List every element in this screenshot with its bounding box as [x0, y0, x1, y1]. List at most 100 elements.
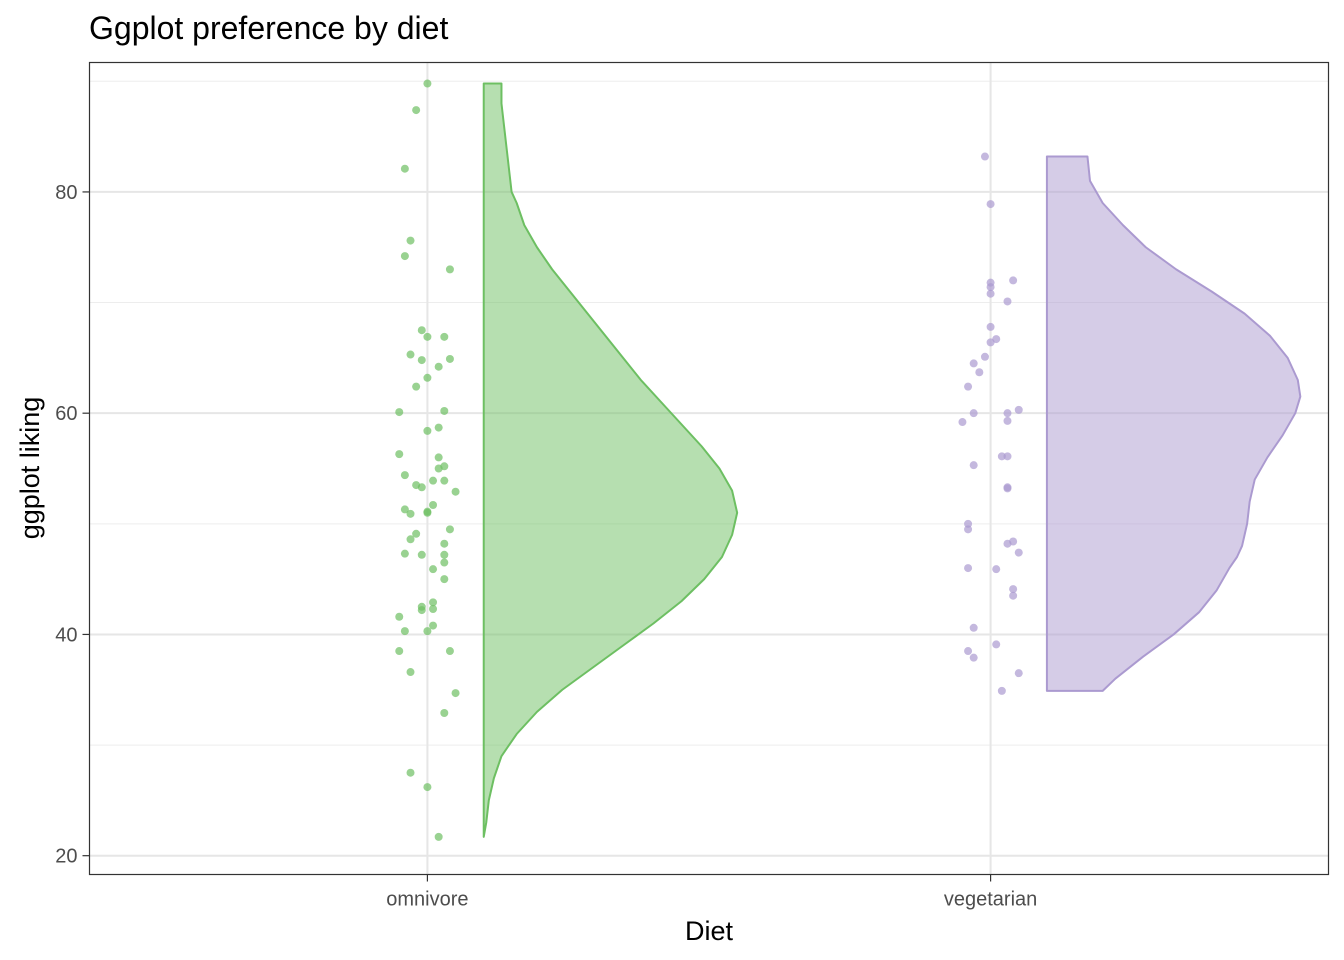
data-point-vegetarian [980, 352, 989, 361]
data-point-omnivore [395, 450, 404, 459]
data-point-omnivore [417, 356, 426, 365]
data-point-vegetarian [1003, 539, 1012, 548]
data-point-omnivore [434, 423, 443, 432]
data-point-omnivore [395, 647, 404, 656]
data-point-omnivore [400, 252, 409, 261]
data-point-vegetarian [997, 686, 1006, 695]
data-point-vegetarian [969, 359, 978, 368]
data-point-omnivore [412, 382, 421, 391]
data-point-vegetarian [964, 564, 973, 573]
data-point-omnivore [423, 426, 432, 435]
x-tick-label: vegetarian [944, 889, 1037, 911]
data-point-omnivore [417, 550, 426, 559]
data-point-omnivore [429, 604, 438, 613]
data-point-omnivore [417, 326, 426, 335]
data-point-omnivore [451, 487, 460, 496]
data-point-vegetarian [1014, 405, 1023, 414]
data-point-omnivore [445, 354, 454, 363]
x-axis: omnivore vegetarian [386, 874, 1037, 911]
data-point-omnivore [440, 558, 449, 567]
data-point-omnivore [445, 647, 454, 656]
data-point-omnivore [406, 350, 415, 359]
data-point-omnivore [412, 529, 421, 538]
data-point-vegetarian [975, 368, 984, 377]
data-point-omnivore [395, 612, 404, 621]
y-tick-label: 80 [55, 182, 77, 204]
data-point-omnivore [445, 265, 454, 274]
y-axis-title: ggplot liking [15, 397, 45, 540]
data-point-vegetarian [1003, 484, 1012, 493]
data-point-omnivore [400, 549, 409, 558]
data-point-vegetarian [1003, 297, 1012, 306]
data-point-vegetarian [986, 200, 995, 209]
data-point-vegetarian [969, 653, 978, 662]
grid-lines [89, 62, 1329, 875]
data-point-omnivore [406, 768, 415, 777]
data-point-omnivore [417, 483, 426, 492]
data-point-vegetarian [986, 289, 995, 298]
data-point-vegetarian [1009, 276, 1018, 285]
data-point-vegetarian [964, 519, 973, 528]
data-point-omnivore [440, 539, 449, 548]
data-point-omnivore [440, 575, 449, 584]
data-point-omnivore [423, 332, 432, 341]
data-point-omnivore [429, 565, 438, 574]
data-point-vegetarian [1014, 548, 1023, 557]
data-point-omnivore [406, 668, 415, 677]
data-point-vegetarian [1009, 585, 1018, 594]
data-point-omnivore [434, 464, 443, 473]
data-point-vegetarian [1003, 416, 1012, 425]
density-cloud-omnivore [482, 82, 739, 838]
data-point-vegetarian [986, 283, 995, 292]
chart-title: Ggplot preference by diet [89, 10, 448, 46]
data-point-omnivore [429, 598, 438, 607]
data-point-omnivore [445, 525, 454, 534]
data-point-omnivore [417, 606, 426, 615]
data-point-omnivore [423, 783, 432, 792]
data-point-vegetarian [964, 382, 973, 391]
data-point-omnivore [423, 79, 432, 88]
data-point-vegetarian [969, 623, 978, 632]
data-point-vegetarian [997, 452, 1006, 461]
data-point-vegetarian [986, 338, 995, 347]
data-point-omnivore [400, 505, 409, 514]
data-point-omnivore [400, 627, 409, 636]
data-point-vegetarian [969, 461, 978, 470]
y-tick-label: 40 [55, 624, 77, 646]
data-point-omnivore [412, 106, 421, 115]
y-axis: 20 40 60 80 [55, 182, 90, 868]
data-point-omnivore [429, 621, 438, 630]
data-point-vegetarian [964, 525, 973, 534]
data-point-vegetarian [958, 418, 967, 427]
data-point-vegetarian [964, 647, 973, 656]
data-point-omnivore [440, 406, 449, 415]
density-cloud-vegetarian [1045, 155, 1302, 692]
y-tick-label: 20 [55, 846, 77, 868]
data-point-omnivore [400, 471, 409, 480]
data-point-vegetarian [992, 565, 1001, 574]
data-point-omnivore [423, 627, 432, 636]
data-point-vegetarian [1003, 409, 1012, 418]
density-clouds [482, 82, 1302, 838]
data-point-omnivore [406, 535, 415, 544]
data-point-vegetarian [1009, 591, 1018, 600]
data-point-omnivore [406, 236, 415, 245]
x-axis-title: Diet [685, 916, 734, 946]
data-point-vegetarian [1003, 452, 1012, 461]
data-point-omnivore [423, 507, 432, 516]
data-point-omnivore [440, 476, 449, 485]
data-point-omnivore [406, 509, 415, 518]
data-point-omnivore [440, 332, 449, 341]
panel-border [88, 61, 1330, 876]
y-tick-label: 60 [55, 403, 77, 425]
data-point-omnivore [423, 373, 432, 382]
data-point-vegetarian [1014, 669, 1023, 678]
data-point-omnivore [400, 164, 409, 173]
data-point-vegetarian [969, 409, 978, 418]
data-point-omnivore [434, 362, 443, 371]
data-point-omnivore [451, 689, 460, 698]
x-tick-label: omnivore [386, 889, 468, 911]
data-point-vegetarian [986, 322, 995, 331]
jitter-points [395, 79, 1023, 841]
data-point-omnivore [395, 408, 404, 417]
